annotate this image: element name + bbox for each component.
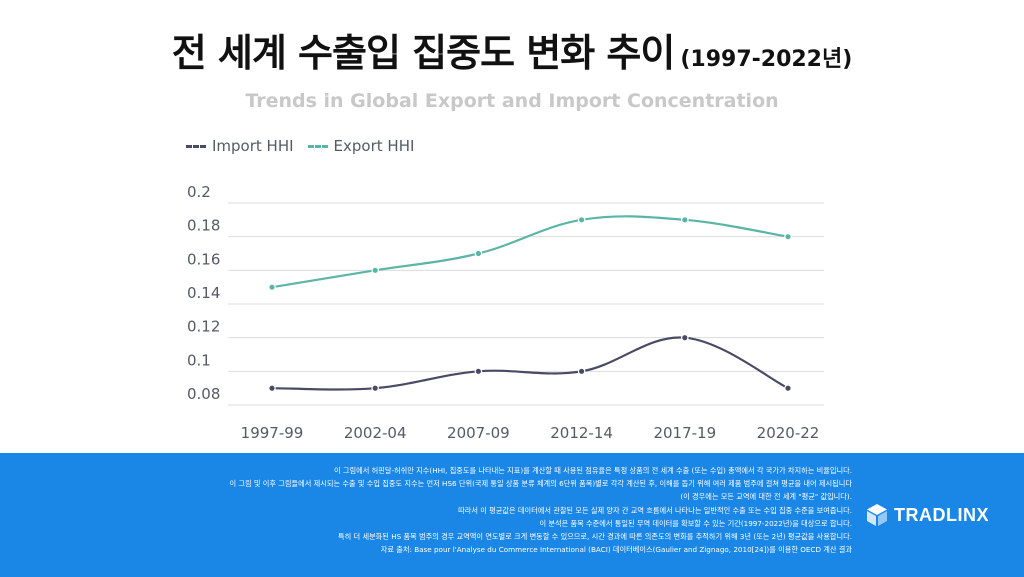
chart-legend: Import HHI Export HHI (186, 137, 414, 155)
footer-note: 이 그림 및 이후 그림들에서 제시되는 수출 및 수입 집중도 지수는 먼저 … (229, 479, 852, 489)
data-point-import-hhi (268, 384, 276, 392)
footer-note: 이 그림에서 허핀달-허쉬만 지수(HHI, 집중도를 나타내는 지표)를 계산… (333, 466, 852, 475)
line-chart: 0.08 0.1 0.12 0.14 0.16 0.18 0.2 1997-99 2002-04… (187, 183, 824, 442)
page-title: 전 세계 수출입 집중도 변화 추이 (1997-2022년) (0, 22, 1024, 77)
y-tick-label: 0.1 (187, 351, 211, 369)
title-years: (1997-2022년) (680, 47, 853, 72)
data-point-export-hhi (784, 232, 792, 241)
x-tick-label: 2020-22 (757, 424, 820, 442)
data-point-import-hhi (577, 367, 586, 376)
brand-logo: TRADLINX (866, 503, 989, 527)
legend-label-export: Export HHI (333, 137, 415, 155)
data-point-import-hhi (371, 384, 380, 392)
legend-item-export[interactable]: Export HHI (307, 137, 415, 155)
subtitle: Trends in Global Export and Import Conce… (245, 90, 779, 112)
legend-item-import[interactable]: Import HHI (186, 137, 294, 155)
data-point-export-hhi (577, 216, 586, 224)
data-point-import-hhi (784, 384, 792, 392)
data-point-export-hhi (268, 283, 276, 291)
footer-note: 이 분석은 품목 수준에서 통일된 무역 데이터를 확보할 수 있는 기간(19… (539, 518, 852, 528)
y-tick-label: 0.2 (187, 183, 211, 201)
x-tick-label: 1997-99 (241, 424, 304, 442)
title-main: 전 세계 수출입 집중도 변화 추이 (171, 31, 676, 75)
footer-notes: 이 그림에서 허핀달-허쉬만 지수(HHI, 집중도를 나타내는 지표)를 계산… (100, 464, 852, 556)
y-tick-label: 0.08 (187, 385, 220, 403)
cube-icon (867, 504, 887, 526)
footer-note: 특히 더 세분화된 HS 품목 범주의 경우 교역액이 연도별로 크게 변동할 … (338, 532, 852, 542)
y-tick-label: 0.18 (187, 217, 220, 235)
legend-label-import: Import HHI (212, 137, 294, 155)
x-tick-label: 2017-19 (653, 424, 716, 442)
footer-panel: 이 그림에서 허핀달-허쉬만 지수(HHI, 집중도를 나타내는 지표)를 계산… (0, 453, 1024, 577)
brand-name: TRADLINX (894, 504, 989, 525)
footer-note: (이 경우에는 모든 교역에 대한 전 세계 "평균" 값입니다). (680, 492, 852, 502)
series-line-import-hhi (271, 336, 789, 391)
x-tick-label: 2007-09 (447, 424, 510, 442)
data-point-import-hhi (474, 367, 483, 376)
legend-swatch-export (307, 144, 328, 148)
data-point-export-hhi (474, 249, 483, 258)
footer-note: 자료 출처: Base pour l'Analyse du Commerce I… (380, 545, 852, 555)
legend-swatch-import (186, 144, 206, 148)
y-tick-label: 0.14 (187, 284, 220, 302)
x-tick-label: 2002-04 (344, 424, 407, 442)
footer-note: 따라서 이 평균값은 데이터에서 관찰된 모든 실제 양자 간 교역 흐름에서 … (458, 505, 852, 515)
data-point-import-hhi (680, 333, 689, 342)
data-point-export-hhi (371, 266, 380, 275)
y-tick-label: 0.12 (187, 318, 220, 336)
data-point-export-hhi (680, 216, 689, 224)
y-tick-label: 0.16 (187, 250, 220, 268)
series-line-export-hhi (271, 215, 789, 289)
x-tick-label: 2012-14 (550, 424, 613, 442)
